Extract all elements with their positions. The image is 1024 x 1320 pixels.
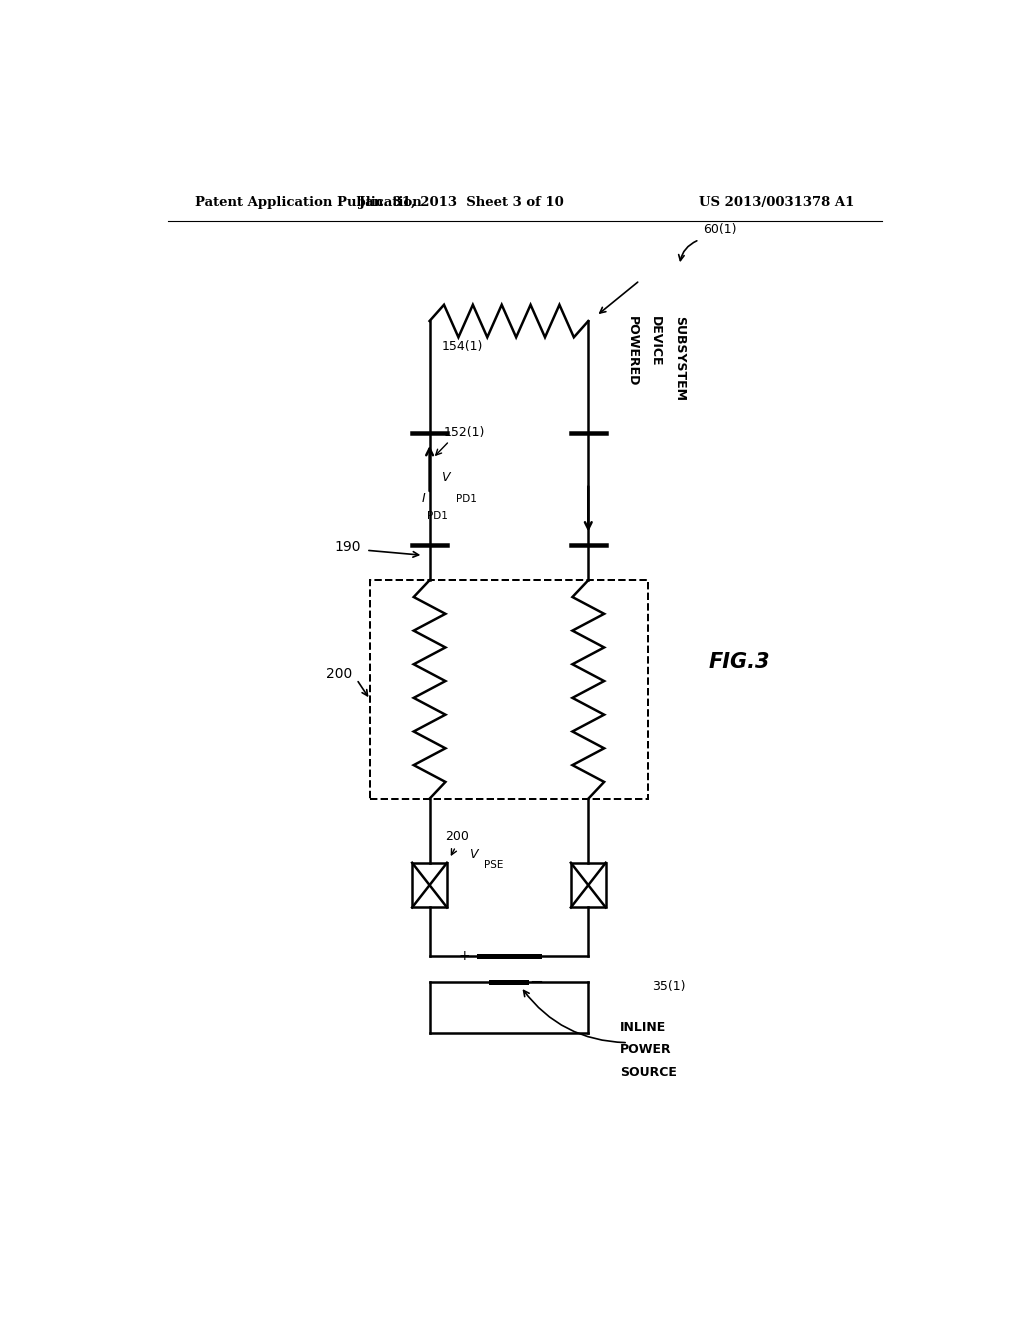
Text: PD1: PD1 [456,494,476,504]
Text: 152(1): 152(1) [443,426,485,440]
Text: FIG.3: FIG.3 [709,652,770,672]
Text: I: I [422,492,426,506]
Text: Jan. 31, 2013  Sheet 3 of 10: Jan. 31, 2013 Sheet 3 of 10 [359,195,563,209]
Text: PSE: PSE [483,859,503,870]
Text: US 2013/0031378 A1: US 2013/0031378 A1 [699,195,855,209]
Bar [412,863,447,907]
Text: Patent Application Publication: Patent Application Publication [196,195,422,209]
Text: 190: 190 [334,540,360,554]
Bar [570,863,606,907]
Text: SOURCE: SOURCE [620,1065,677,1078]
Text: −: − [529,973,543,991]
Text: +: + [459,949,470,964]
Text: 200: 200 [327,667,352,681]
Text: DEVICE: DEVICE [649,315,663,367]
Text: 60(1): 60(1) [703,223,737,236]
Text: PD1: PD1 [427,511,449,521]
Text: POWERED: POWERED [626,315,638,387]
Text: POWER: POWER [620,1043,672,1056]
Bar [370,581,648,799]
Text: SUBSYSTEM: SUBSYSTEM [673,315,686,401]
Text: 35(1): 35(1) [652,981,685,993]
Text: 154(1): 154(1) [441,341,483,352]
Text: INLINE: INLINE [620,1020,667,1034]
Text: 200: 200 [445,830,469,843]
Text: V: V [441,471,450,483]
Text: V: V [469,849,478,861]
